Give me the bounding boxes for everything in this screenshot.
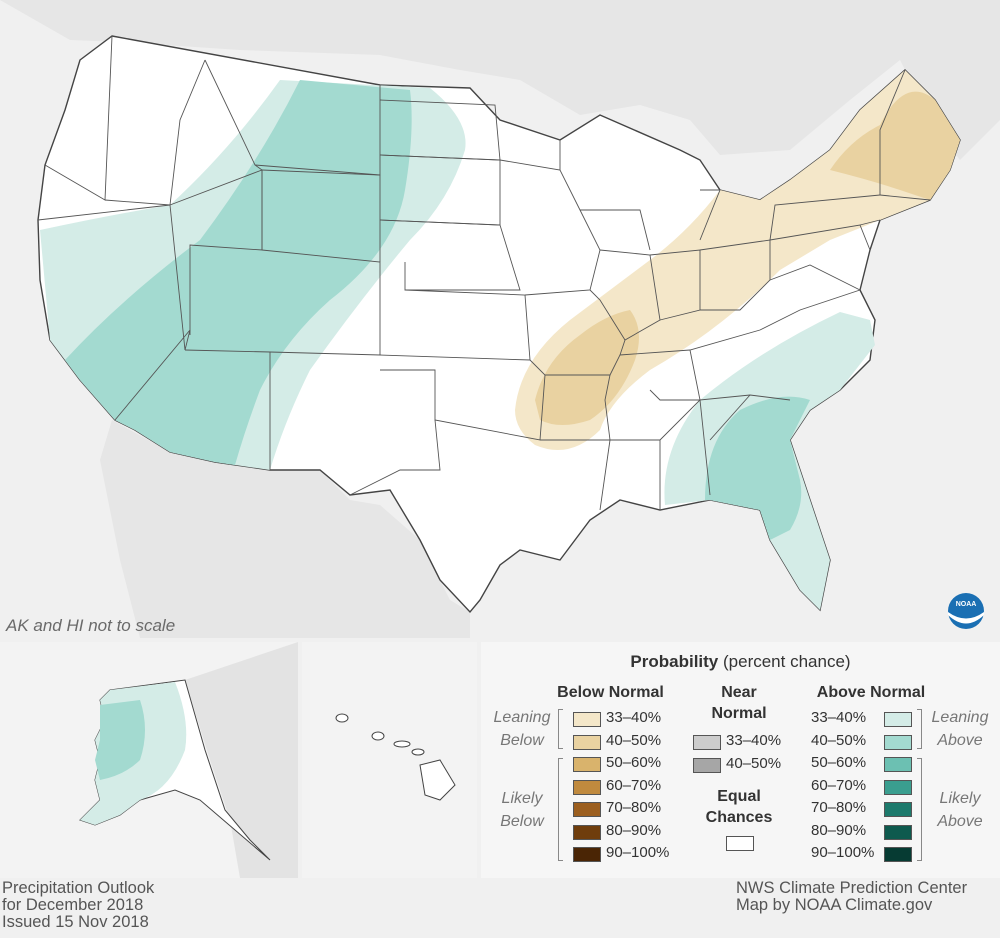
below-normal-heading: Below Normal [557,684,664,701]
legend-title: Probability (percent chance) [481,652,1000,672]
footer-right: NWS Climate Prediction Center Map by NOA… [736,880,967,914]
likely-below-text: Likely Below [500,790,544,830]
likely-above-text: Likely Above [937,790,983,830]
above-normal-heading: Above Normal [816,684,926,701]
footer-right-line-2: Map by NOAA Climate.gov [736,896,933,914]
near-rows-label-0: 33–40% [726,732,782,749]
canada-land [0,0,1000,160]
likely-above-label: Likely Above [921,787,999,833]
below-rows-label-4: 70–80% [606,799,662,816]
mexico-land [100,420,470,638]
legend-title-rest: (percent chance) [723,652,851,671]
likely-below-bracket [558,758,563,861]
noaa-logo-text: NOAA [956,601,977,608]
alaska-above-likely [95,700,145,780]
not-to-scale-note: AK and HI not to scale [6,616,176,635]
likely-below-label: Likely Below [483,787,561,833]
canada-near-alaska [185,642,298,878]
near-normal-heading-2: Normal [711,705,767,722]
legend: Probability (percent chance) Below Norma… [481,642,1000,878]
below-rows-label-5: 80–90% [606,821,662,839]
below-rows-swatch-4 [573,802,601,817]
above-rows-label-4: 70–80% [811,799,867,816]
above-rows-swatch-2 [884,757,912,772]
equal-chances-heading-1: Equal [717,788,761,805]
below-likely-newengland [830,91,960,200]
footer-left: Precipitation Outlook for December 2018 … [2,880,154,931]
near-rows-label-1: 40–50% [726,754,782,772]
below-rows-label-2: 50–60% [606,754,662,771]
footer-right-line-1: NWS Climate Prediction Center [736,879,968,897]
below-rows-label-0: 33–40% [606,709,662,726]
state-boundaries [37,35,931,511]
leaning-above-bracket [917,709,922,749]
footer-left-line-2: for December 2018 [2,896,144,914]
leaning-below-text: Leaning Below [493,709,551,749]
below-rows-swatch-2 [573,757,601,772]
below-rows-swatch-6 [573,847,601,862]
below-likely-midsouth [535,310,639,425]
near-rows-swatch-1 [693,757,721,773]
likely-above-bracket [917,758,922,861]
below-rows-swatch-3 [573,779,601,795]
above-rows-label-6: 90–100% [811,844,875,861]
legend-title-bold: Probability [630,652,719,671]
below-rows-swatch-1 [573,734,601,750]
leaning-above-label: Leaning Above [921,706,999,752]
above-likely-southeast [705,396,810,540]
above-rows-swatch-1 [884,734,912,750]
above-likely-west [65,80,412,465]
noaa-logo: NOAA [948,593,984,629]
below-rows-label-6: 90–100% [606,844,670,861]
above-rows-swatch-4 [884,802,912,817]
leaning-below-bracket [558,709,563,749]
above-rows-swatch-5 [884,824,912,840]
above-rows-label-0: 33–40% [811,709,867,726]
above-rows-label-5: 80–90% [811,821,867,839]
above-rows-swatch-0 [884,712,912,727]
hawaii-inset-bg [302,642,477,878]
leaning-below-label: Leaning Below [483,706,561,752]
below-rows-swatch-5 [573,824,601,840]
near-rows-swatch-0 [693,735,721,750]
above-rows-label-3: 60–70% [811,776,867,794]
equal-chances-heading-2: Chances [705,809,773,826]
above-rows-label-2: 50–60% [811,754,867,771]
below-rows-label-1: 40–50% [606,731,662,749]
footer-left-line-3: Issued 15 Nov 2018 [2,913,149,931]
above-rows-label-1: 40–50% [811,731,867,749]
leaning-above-text: Leaning Above [931,709,989,749]
above-rows-swatch-6 [884,847,912,862]
below-rows-swatch-0 [573,712,601,727]
near-normal-heading-1: Near [721,684,757,701]
hawaii-islands [335,713,456,801]
footer-left-line-1: Precipitation Outlook [2,879,155,897]
equal-chances-swatch [726,836,754,851]
above-rows-swatch-3 [884,779,912,795]
below-rows-label-3: 60–70% [606,776,662,794]
